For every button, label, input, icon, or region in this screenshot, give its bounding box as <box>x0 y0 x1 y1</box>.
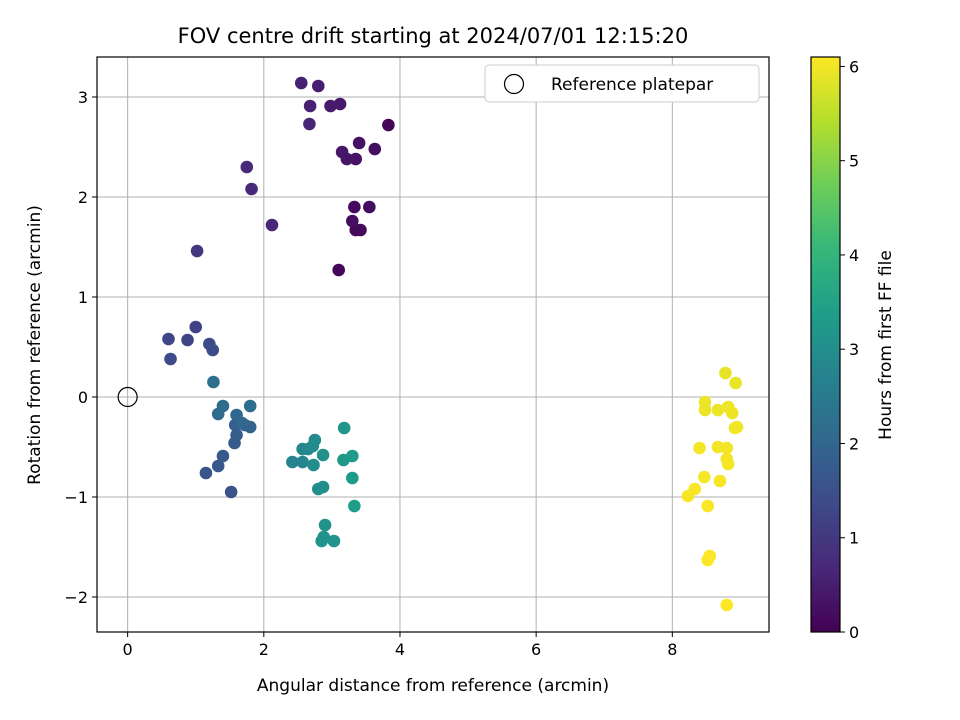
data-point <box>698 403 712 417</box>
x-tick-label: 8 <box>667 640 677 659</box>
chart-title: FOV centre drift starting at 2024/07/01 … <box>178 24 689 48</box>
colorbar <box>810 56 841 633</box>
data-point <box>327 534 341 548</box>
reference-marker <box>117 386 138 408</box>
data-point <box>332 263 346 277</box>
data-point <box>693 441 706 455</box>
colorbar-tick-label: 0 <box>849 623 859 642</box>
y-tick-label: 2 <box>78 188 88 207</box>
scatter-points <box>162 76 744 612</box>
data-point <box>349 152 363 166</box>
data-point <box>719 366 732 380</box>
data-point <box>181 333 194 347</box>
data-point <box>243 399 257 413</box>
data-point <box>681 489 695 503</box>
data-point <box>348 200 361 214</box>
data-point <box>346 449 359 463</box>
data-point <box>245 182 258 196</box>
data-point <box>316 480 330 494</box>
colorbar-tick-label: 5 <box>849 152 859 171</box>
data-point <box>211 459 225 473</box>
data-point <box>303 117 316 131</box>
x-axis-label: Angular distance from reference (arcmin) <box>257 676 609 696</box>
data-point <box>363 200 376 214</box>
x-axis-ticks: 0 2 4 6 8 <box>123 632 677 659</box>
legend-box <box>484 64 760 103</box>
data-point <box>294 76 308 90</box>
data-point <box>354 223 367 237</box>
y-tick-label: 0 <box>78 388 88 407</box>
x-tick-label: 2 <box>259 640 269 659</box>
x-tick-label: 4 <box>395 640 405 659</box>
data-point <box>711 403 725 417</box>
x-tick-label: 0 <box>123 640 133 659</box>
data-point <box>216 399 230 413</box>
legend-reference-marker <box>503 73 525 95</box>
data-point <box>189 320 203 334</box>
data-point <box>335 145 349 159</box>
data-point <box>306 439 320 453</box>
colorbar-tick-label: 6 <box>849 57 859 76</box>
data-point <box>324 99 337 113</box>
data-point <box>720 441 734 455</box>
data-point <box>368 142 382 156</box>
colorbar-tick-label: 2 <box>849 434 859 453</box>
data-point <box>240 160 254 174</box>
data-point <box>190 244 204 258</box>
data-point <box>721 457 735 471</box>
data-point <box>303 99 317 113</box>
y-tick-label: 3 <box>78 88 88 107</box>
data-point <box>352 136 366 150</box>
data-point <box>207 375 220 389</box>
data-point <box>162 332 175 346</box>
data-point <box>230 408 243 422</box>
data-point <box>296 455 309 469</box>
data-point <box>337 421 351 435</box>
data-point <box>224 485 238 499</box>
y-tick-label: −1 <box>64 488 88 507</box>
y-tick-label: 1 <box>78 288 88 307</box>
data-point <box>286 455 299 469</box>
data-point <box>346 214 359 228</box>
y-axis-label: Rotation from reference (arcmin) <box>25 205 45 485</box>
data-point <box>730 420 744 434</box>
data-point <box>311 79 325 93</box>
data-point <box>230 428 243 442</box>
data-point <box>725 406 739 420</box>
data-point <box>315 534 328 548</box>
y-axis-ticks: −2 −1 0 1 2 3 <box>64 88 97 607</box>
data-point <box>307 458 320 472</box>
data-point <box>720 598 734 612</box>
plot-frame <box>96 56 770 633</box>
data-point <box>348 499 361 513</box>
data-point <box>701 553 715 567</box>
data-point <box>318 518 332 532</box>
data-point <box>701 499 715 513</box>
data-point <box>206 343 220 357</box>
y-tick-label: −2 <box>64 588 88 607</box>
legend: Reference platepar <box>484 64 760 103</box>
data-point <box>164 352 177 366</box>
colorbar-tick-label: 1 <box>849 529 859 548</box>
data-point <box>713 474 727 488</box>
reference-marker-group <box>117 386 138 408</box>
data-point <box>729 376 742 390</box>
data-point <box>265 218 279 232</box>
data-point <box>216 449 230 463</box>
data-point <box>316 448 330 462</box>
colorbar-ticks: 0 1 2 3 4 5 6 <box>840 57 859 642</box>
colorbar-tick-label: 3 <box>849 340 859 359</box>
data-point <box>346 471 359 485</box>
data-point <box>698 470 711 484</box>
x-tick-label: 6 <box>531 640 541 659</box>
data-point <box>333 97 347 111</box>
data-point <box>199 466 213 480</box>
legend-entry-reference: Reference platepar <box>551 75 713 95</box>
data-point <box>382 118 395 132</box>
colorbar-tick-label: 4 <box>849 246 859 265</box>
colorbar-label: Hours from first FF file <box>876 250 896 440</box>
